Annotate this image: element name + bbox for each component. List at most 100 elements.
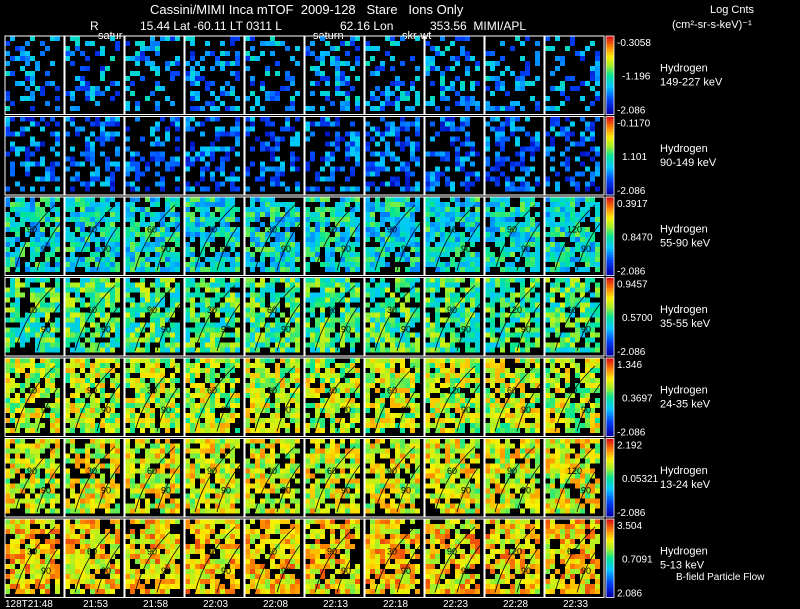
heatmap-cell	[380, 252, 385, 257]
heatmap-cell	[10, 237, 15, 242]
heatmap-cell	[315, 71, 320, 76]
heatmap-cell	[340, 342, 345, 348]
heatmap-cell	[345, 176, 350, 182]
heatmap-cell	[245, 232, 250, 237]
heatmap-cell	[335, 56, 340, 61]
heatmap-cell	[260, 423, 265, 428]
heatmap-cell	[145, 388, 150, 393]
heatmap-cell	[135, 166, 140, 172]
heatmap-cell	[145, 358, 150, 363]
heatmap-cell	[55, 347, 60, 353]
heatmap-cell	[295, 207, 300, 212]
heatmap-cell	[305, 277, 310, 283]
heatmap-cell	[100, 368, 105, 373]
heatmap-cell	[535, 202, 540, 207]
heatmap-cell	[375, 126, 380, 132]
heatmap-cell	[550, 146, 555, 152]
heatmap-cell	[195, 267, 200, 272]
heatmap-cell	[20, 252, 25, 257]
heatmap-cell	[490, 217, 495, 222]
heatmap-cell	[265, 131, 270, 137]
heatmap-cell	[520, 186, 525, 192]
heatmap-cell	[430, 61, 435, 66]
heatmap-cell	[245, 337, 250, 343]
heatmap-cell	[55, 302, 60, 308]
heatmap-cell	[175, 252, 180, 257]
heatmap-cell	[365, 312, 370, 318]
heatmap-cell	[395, 156, 400, 162]
heatmap-cell	[200, 307, 205, 313]
heatmap-cell	[545, 217, 550, 222]
heatmap-cell	[230, 383, 235, 388]
heatmap-cell	[110, 368, 115, 373]
heatmap-cell	[50, 146, 55, 152]
heatmap-cell	[30, 106, 35, 111]
heatmap-cell	[325, 176, 330, 182]
heatmap-cell	[80, 423, 85, 428]
heatmap-cell	[95, 166, 100, 172]
heatmap-cell	[450, 287, 455, 293]
heatmap-cell	[370, 227, 375, 232]
heatmap-cell	[15, 428, 20, 433]
heatmap-cell	[335, 332, 340, 338]
colorbar-segment	[606, 202, 614, 206]
heatmap-cell	[270, 207, 275, 212]
heatmap-cell	[225, 428, 230, 433]
heatmap-cell	[235, 56, 240, 61]
heatmap-cell	[205, 287, 210, 293]
heatmap-cell	[105, 86, 110, 91]
heatmap-cell	[565, 46, 570, 51]
heatmap-cell	[125, 126, 130, 132]
heatmap-cell	[260, 277, 265, 283]
heatmap-cell	[515, 212, 520, 217]
heatmap-cell	[400, 36, 405, 41]
heatmap-cell	[210, 267, 215, 272]
heatmap-cell	[175, 136, 180, 142]
heatmap-cell	[470, 322, 475, 328]
heatmap-cell	[110, 408, 115, 413]
heatmap-cell	[205, 146, 210, 152]
heatmap-cell	[100, 297, 105, 303]
heatmap-cell	[15, 327, 20, 333]
heatmap-cell	[245, 171, 250, 177]
heatmap-cell	[520, 71, 525, 76]
heatmap-cell	[500, 237, 505, 242]
heatmap-cell	[100, 363, 105, 368]
heatmap-cell	[450, 337, 455, 343]
heatmap-cell	[15, 202, 20, 207]
heatmap-cell	[90, 91, 95, 96]
heatmap-cell	[125, 257, 130, 262]
heatmap-cell	[325, 91, 330, 96]
heatmap-cell	[175, 257, 180, 262]
heatmap-cell	[325, 252, 330, 257]
heatmap-cell	[565, 342, 570, 348]
heatmap-cell	[45, 312, 50, 318]
panel-frame	[4, 196, 65, 276]
heatmap-cell	[560, 131, 565, 137]
heatmap-cell	[565, 197, 570, 202]
heatmap-cell	[335, 66, 340, 71]
heatmap-cell	[320, 378, 325, 383]
heatmap-cell	[215, 363, 220, 368]
heatmap-cell	[115, 358, 120, 363]
heatmap-cell	[315, 242, 320, 247]
heatmap-cell	[65, 116, 70, 122]
heatmap-cell	[260, 141, 265, 147]
heatmap-cell	[470, 267, 475, 272]
heatmap-cell	[500, 202, 505, 207]
heatmap-cell	[160, 327, 165, 333]
heatmap-cell	[295, 217, 300, 222]
heatmap-cell	[315, 317, 320, 323]
heatmap-cell	[145, 302, 150, 308]
heatmap-cell	[575, 156, 580, 162]
header-lat-lt: 15.44 Lat -60.11 LT 0311 L	[140, 19, 282, 33]
heatmap-cell	[270, 181, 275, 187]
heatmap-cell	[150, 312, 155, 318]
heatmap-cell	[115, 322, 120, 328]
heatmap-cell	[5, 428, 10, 433]
heatmap-cell	[280, 368, 285, 373]
heatmap-cell	[255, 176, 260, 182]
heatmap-cell	[115, 403, 120, 408]
heatmap-cell	[220, 383, 225, 388]
heatmap-cell	[280, 327, 285, 333]
